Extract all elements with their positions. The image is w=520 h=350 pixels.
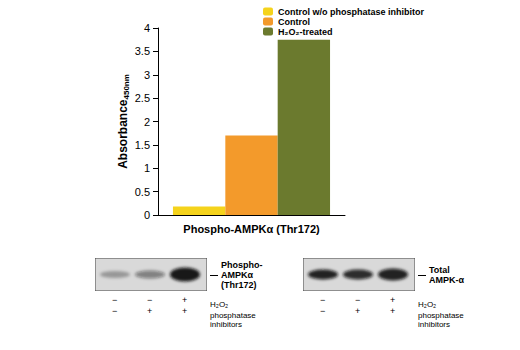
html-text:H₂O₂: H₂O₂ — [210, 300, 229, 309]
html-text:Total: Total — [429, 264, 450, 275]
html-text:(Thr172): (Thr172) — [221, 279, 257, 290]
html-text:phosphatase inhibitors: phosphatase inhibitors — [418, 311, 464, 329]
html-text:AMPK-α: AMPK-α — [429, 274, 464, 285]
svg-text:1: 1 — [144, 162, 150, 174]
svg-text:4: 4 — [144, 22, 150, 34]
svg-text:450nm: 450nm — [122, 74, 131, 99]
svg-text:0: 0 — [144, 209, 150, 221]
svg-text:3: 3 — [144, 69, 150, 81]
svg-text:Absorbance: Absorbance — [116, 99, 130, 169]
html-text:Phospho-: Phospho- — [221, 259, 263, 270]
svg-text:0.5: 0.5 — [135, 186, 150, 198]
html-text:AMPKα: AMPKα — [221, 269, 253, 280]
svg-text:1.5: 1.5 — [135, 139, 150, 151]
svg-text:2: 2 — [144, 116, 150, 128]
html-text:phosphatase inhibitors: phosphatase inhibitors — [210, 311, 256, 329]
html-text:H₂O₂: H₂O₂ — [418, 300, 437, 309]
svg-text:H₂O₂-treated: H₂O₂-treated — [278, 27, 333, 37]
svg-text:Phospho-AMPKα (Thr172): Phospho-AMPKα (Thr172) — [183, 223, 320, 235]
svg-text:2.5: 2.5 — [135, 92, 150, 104]
svg-text:Control: Control — [278, 17, 310, 27]
svg-text:3.5: 3.5 — [135, 45, 150, 57]
svg-text:Control w/o phosphatase inhibi: Control w/o phosphatase inhibitor — [278, 7, 424, 17]
